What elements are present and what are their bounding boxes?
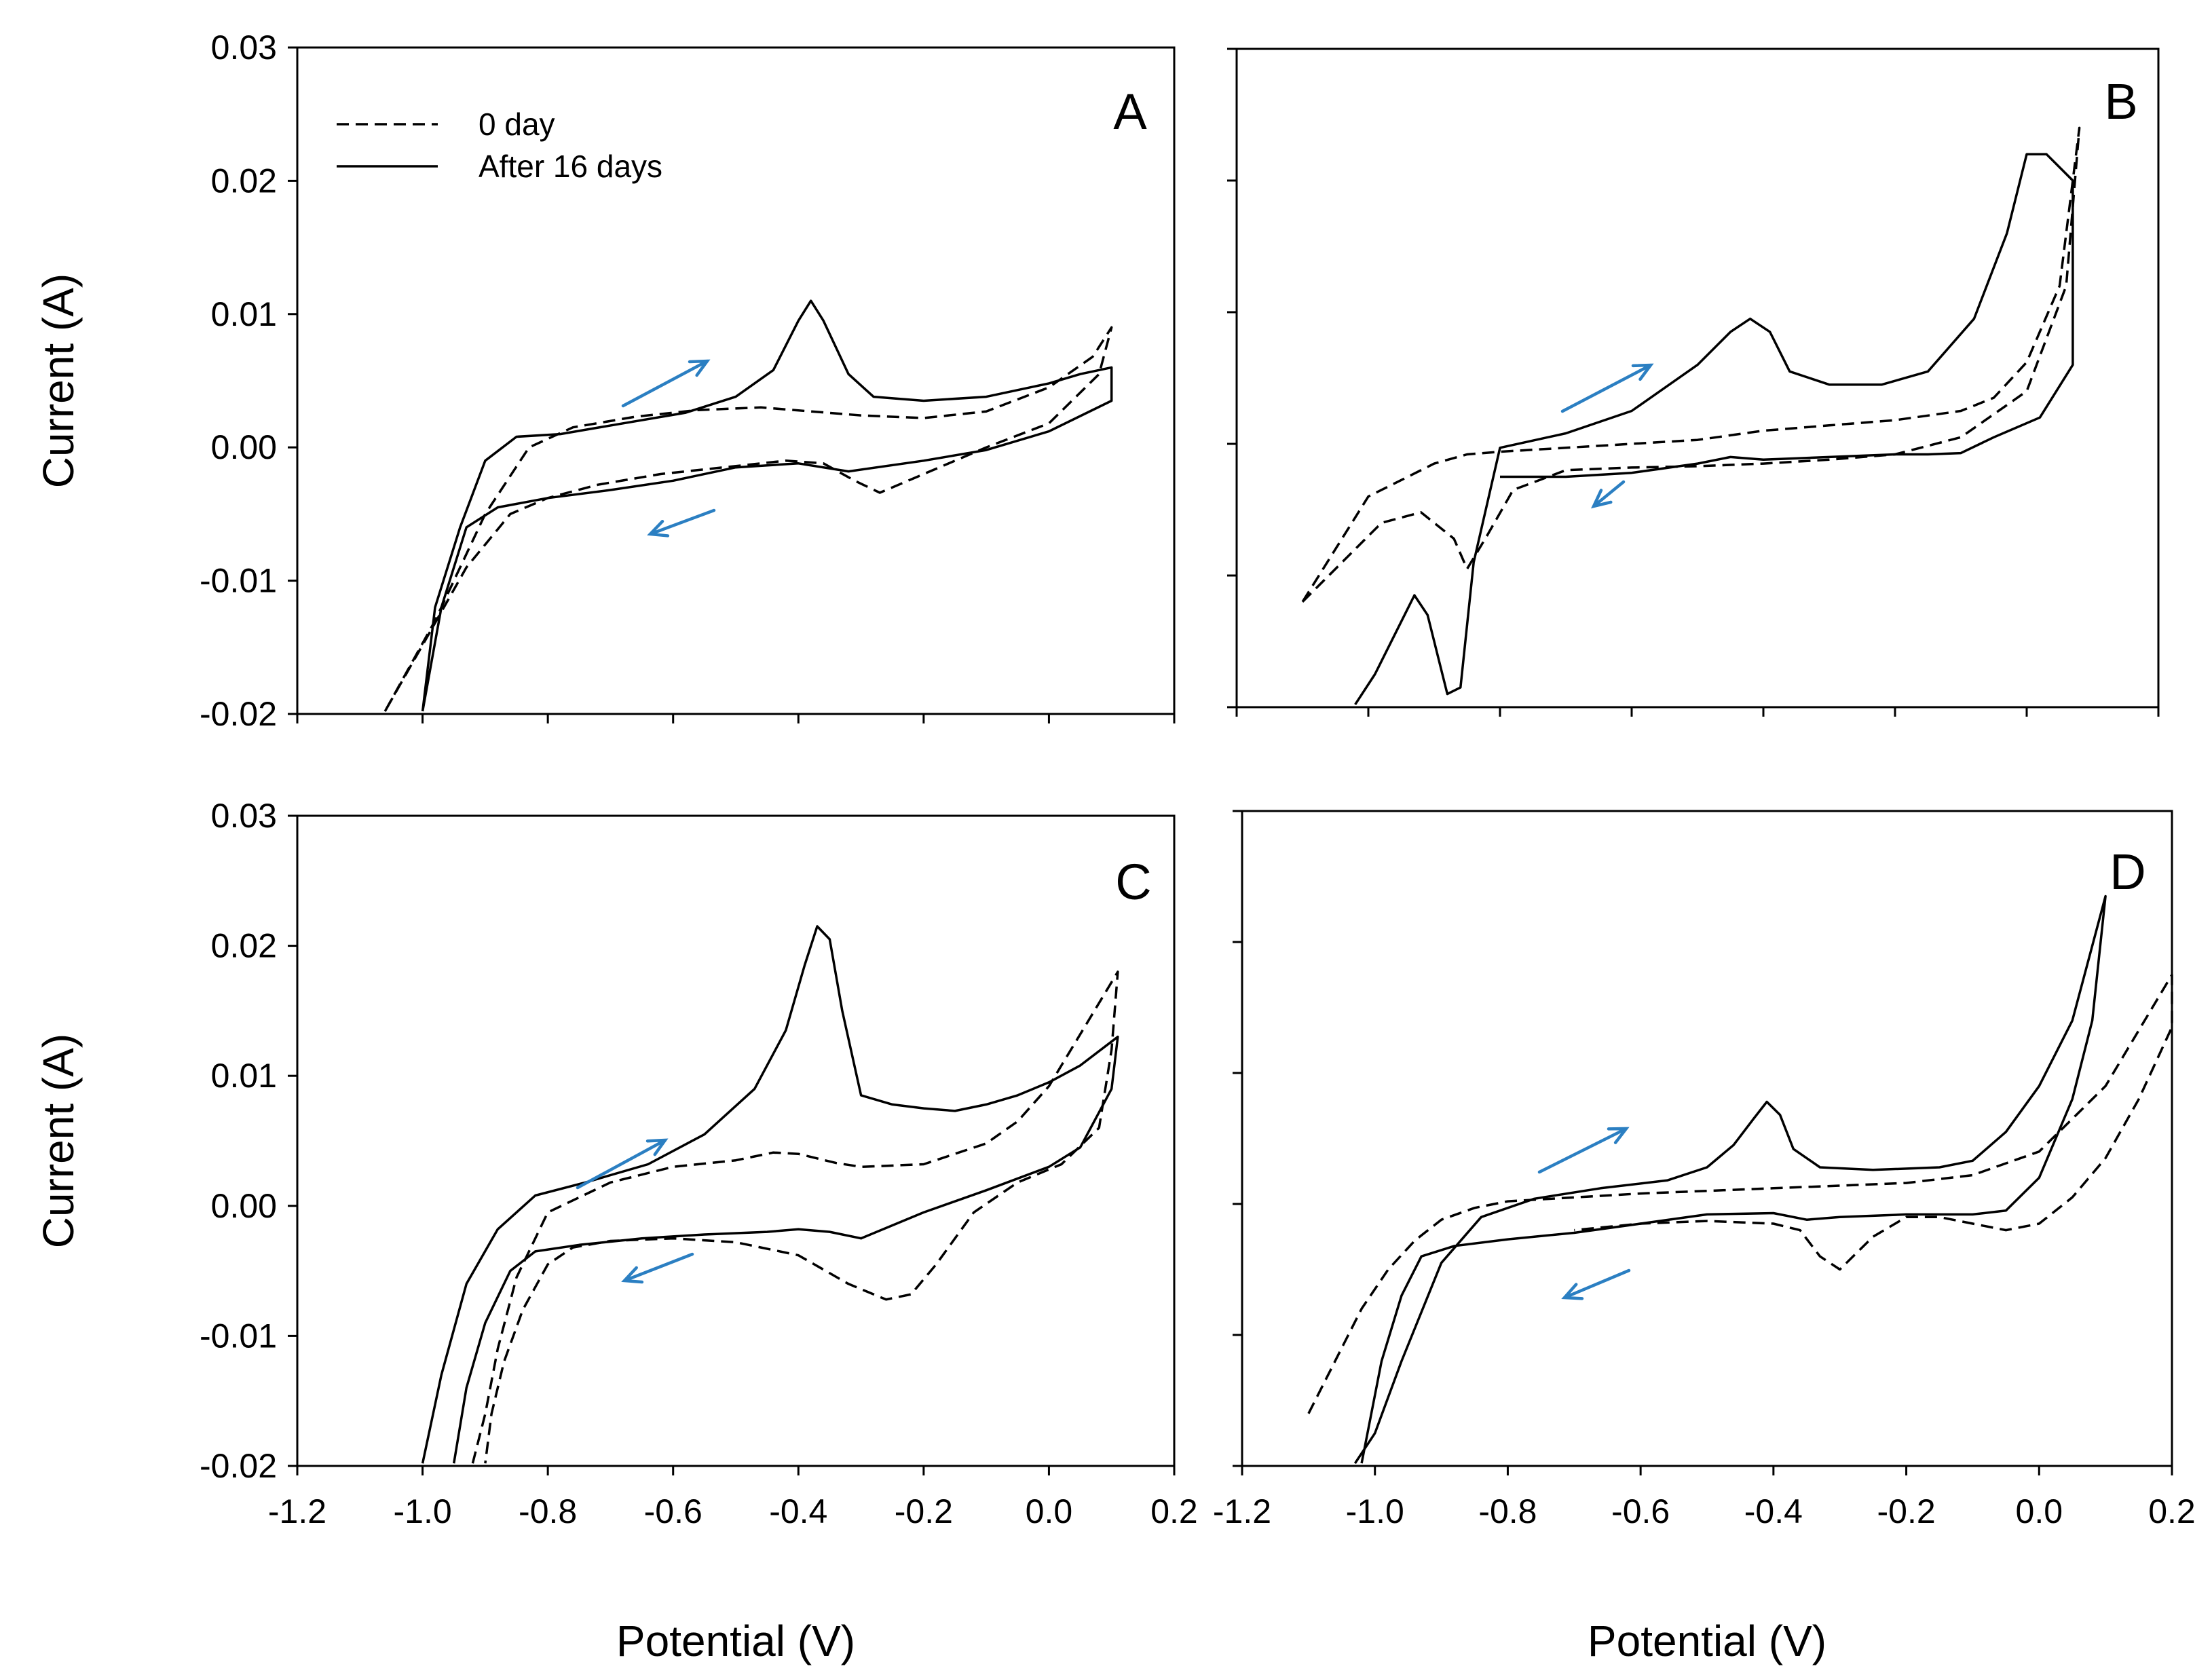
y-tick-label-a: -0.02	[200, 695, 277, 733]
y-tick-label-a: 0.00	[211, 428, 277, 466]
y-tick-label-a: -0.01	[200, 562, 277, 600]
panel-label-c: C	[1115, 854, 1151, 910]
series-after-16-days-b	[1354, 153, 2074, 706]
y-tick-label-c: -0.02	[200, 1447, 277, 1485]
plot-frame-a	[296, 46, 1176, 715]
x-tick-label-c: -1.2	[268, 1492, 326, 1530]
reverse-scan-arrow-b	[1590, 480, 1626, 509]
x-axis-label: Potential (V)	[616, 1617, 855, 1665]
x-axis-label: Potential (V)	[1588, 1617, 1826, 1665]
legend-label-after-16-days: After 16 days	[479, 149, 662, 184]
x-tick-label-c: -0.2	[895, 1492, 953, 1530]
y-tick-label-a: 0.02	[211, 162, 277, 200]
y-tick-label-c: 0.00	[211, 1187, 277, 1225]
y-axis-label: Current (A)	[34, 1034, 83, 1249]
x-tick-label-d: -1.0	[1346, 1492, 1404, 1530]
x-tick-label-d: -0.2	[1877, 1492, 1935, 1530]
legend-label-zero-day: 0 day	[479, 107, 555, 142]
y-axis-label: Current (A)	[34, 274, 83, 489]
reverse-scan-arrow-a	[647, 508, 716, 538]
x-tick-label-d: -0.4	[1744, 1492, 1803, 1530]
series-zero-day-a	[383, 326, 1113, 712]
reverse-scan-arrow-c	[621, 1252, 694, 1284]
y-tick-label-c: 0.02	[211, 927, 277, 965]
forward-scan-arrow-b	[1560, 363, 1654, 413]
series-zero-day-c	[471, 971, 1119, 1464]
series-after-16-days-c	[421, 925, 1119, 1464]
series-zero-day-d	[1307, 973, 2173, 1414]
y-tick-label-a: 0.03	[211, 29, 277, 67]
series-after-16-days-d	[1353, 894, 2107, 1465]
x-tick-label-c: -0.8	[519, 1492, 577, 1530]
y-tick-label-c: 0.01	[211, 1057, 277, 1095]
x-tick-label-c: 0.0	[1026, 1492, 1073, 1530]
y-tick-label-c: -0.01	[200, 1317, 277, 1355]
plot-frame-b	[1235, 48, 2160, 709]
panel-label-a: A	[1113, 83, 1147, 140]
x-tick-label-c: -0.6	[644, 1492, 702, 1530]
forward-scan-arrow-c	[576, 1138, 669, 1190]
x-tick-label-c: -1.0	[393, 1492, 451, 1530]
x-tick-label-d: 0.2	[2148, 1492, 2196, 1530]
panel-label-b: B	[2104, 73, 2137, 130]
x-tick-label-d: -0.8	[1478, 1492, 1537, 1530]
x-tick-label-d: 0.0	[2016, 1492, 2063, 1530]
x-tick-label-c: -0.4	[769, 1492, 827, 1530]
series-zero-day-b	[1301, 126, 2081, 603]
y-tick-label-c: 0.03	[211, 797, 277, 835]
panel-label-d: D	[2110, 844, 2145, 900]
forward-scan-arrow-a	[621, 359, 711, 408]
x-tick-label-d: -1.2	[1213, 1492, 1271, 1530]
forward-scan-arrow-d	[1537, 1127, 1630, 1174]
series-after-16-days-a	[421, 299, 1113, 712]
plot-frame-c	[296, 814, 1176, 1467]
reverse-scan-arrow-d	[1561, 1268, 1631, 1300]
x-tick-label-c: 0.2	[1150, 1492, 1198, 1530]
plot-frame-d	[1241, 810, 2173, 1467]
x-tick-label-d: -0.6	[1611, 1492, 1670, 1530]
y-tick-label-a: 0.01	[211, 295, 277, 333]
